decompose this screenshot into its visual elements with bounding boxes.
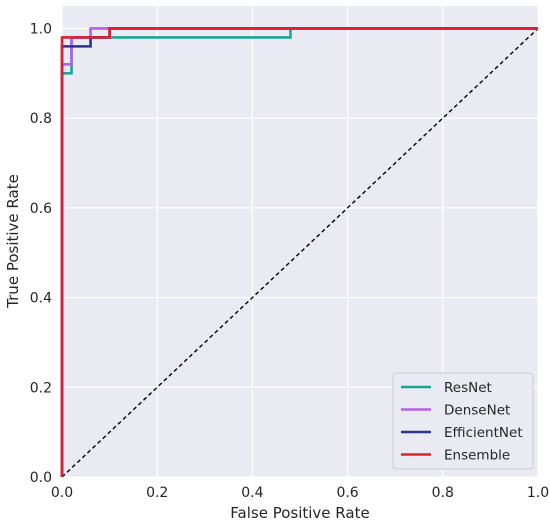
y-tick-label: 0.6 [30,201,52,217]
legend: ResNet DenseNet EfficientNet Ensemble [392,372,534,470]
x-tick-labels: 0.0 0.2 0.4 0.6 0.8 1.0 [51,485,549,501]
y-tick-label: 0.0 [30,470,52,486]
y-tick-labels: 0.0 0.2 0.4 0.6 0.8 1.0 [30,21,52,486]
x-tick-label: 1.0 [527,485,549,501]
x-tick-label: 0.8 [432,485,454,501]
legend-box [392,372,534,470]
x-axis-label: False Positive Rate [230,504,369,522]
x-tick-label: 0.4 [241,485,263,501]
legend-label-efficientnet: EfficientNet [444,425,523,441]
grid-lines [61,6,539,478]
y-tick-label: 0.8 [30,111,52,127]
x-tick-label: 0.6 [336,485,358,501]
x-tick-label: 0.0 [51,485,73,501]
series-line-ensemble [60,27,538,477]
y-tick-label: 0.2 [30,380,52,396]
legend-label-resnet: ResNet [444,380,492,396]
y-tick-label: 0.4 [30,291,52,307]
series-lines [60,27,538,477]
legend-label-ensemble: Ensemble [444,448,510,464]
y-axis-label: True Positive Rate [4,174,22,309]
x-tick-label: 0.2 [146,485,168,501]
y-tick-label: 1.0 [30,21,52,37]
legend-label-densenet: DenseNet [444,403,510,419]
